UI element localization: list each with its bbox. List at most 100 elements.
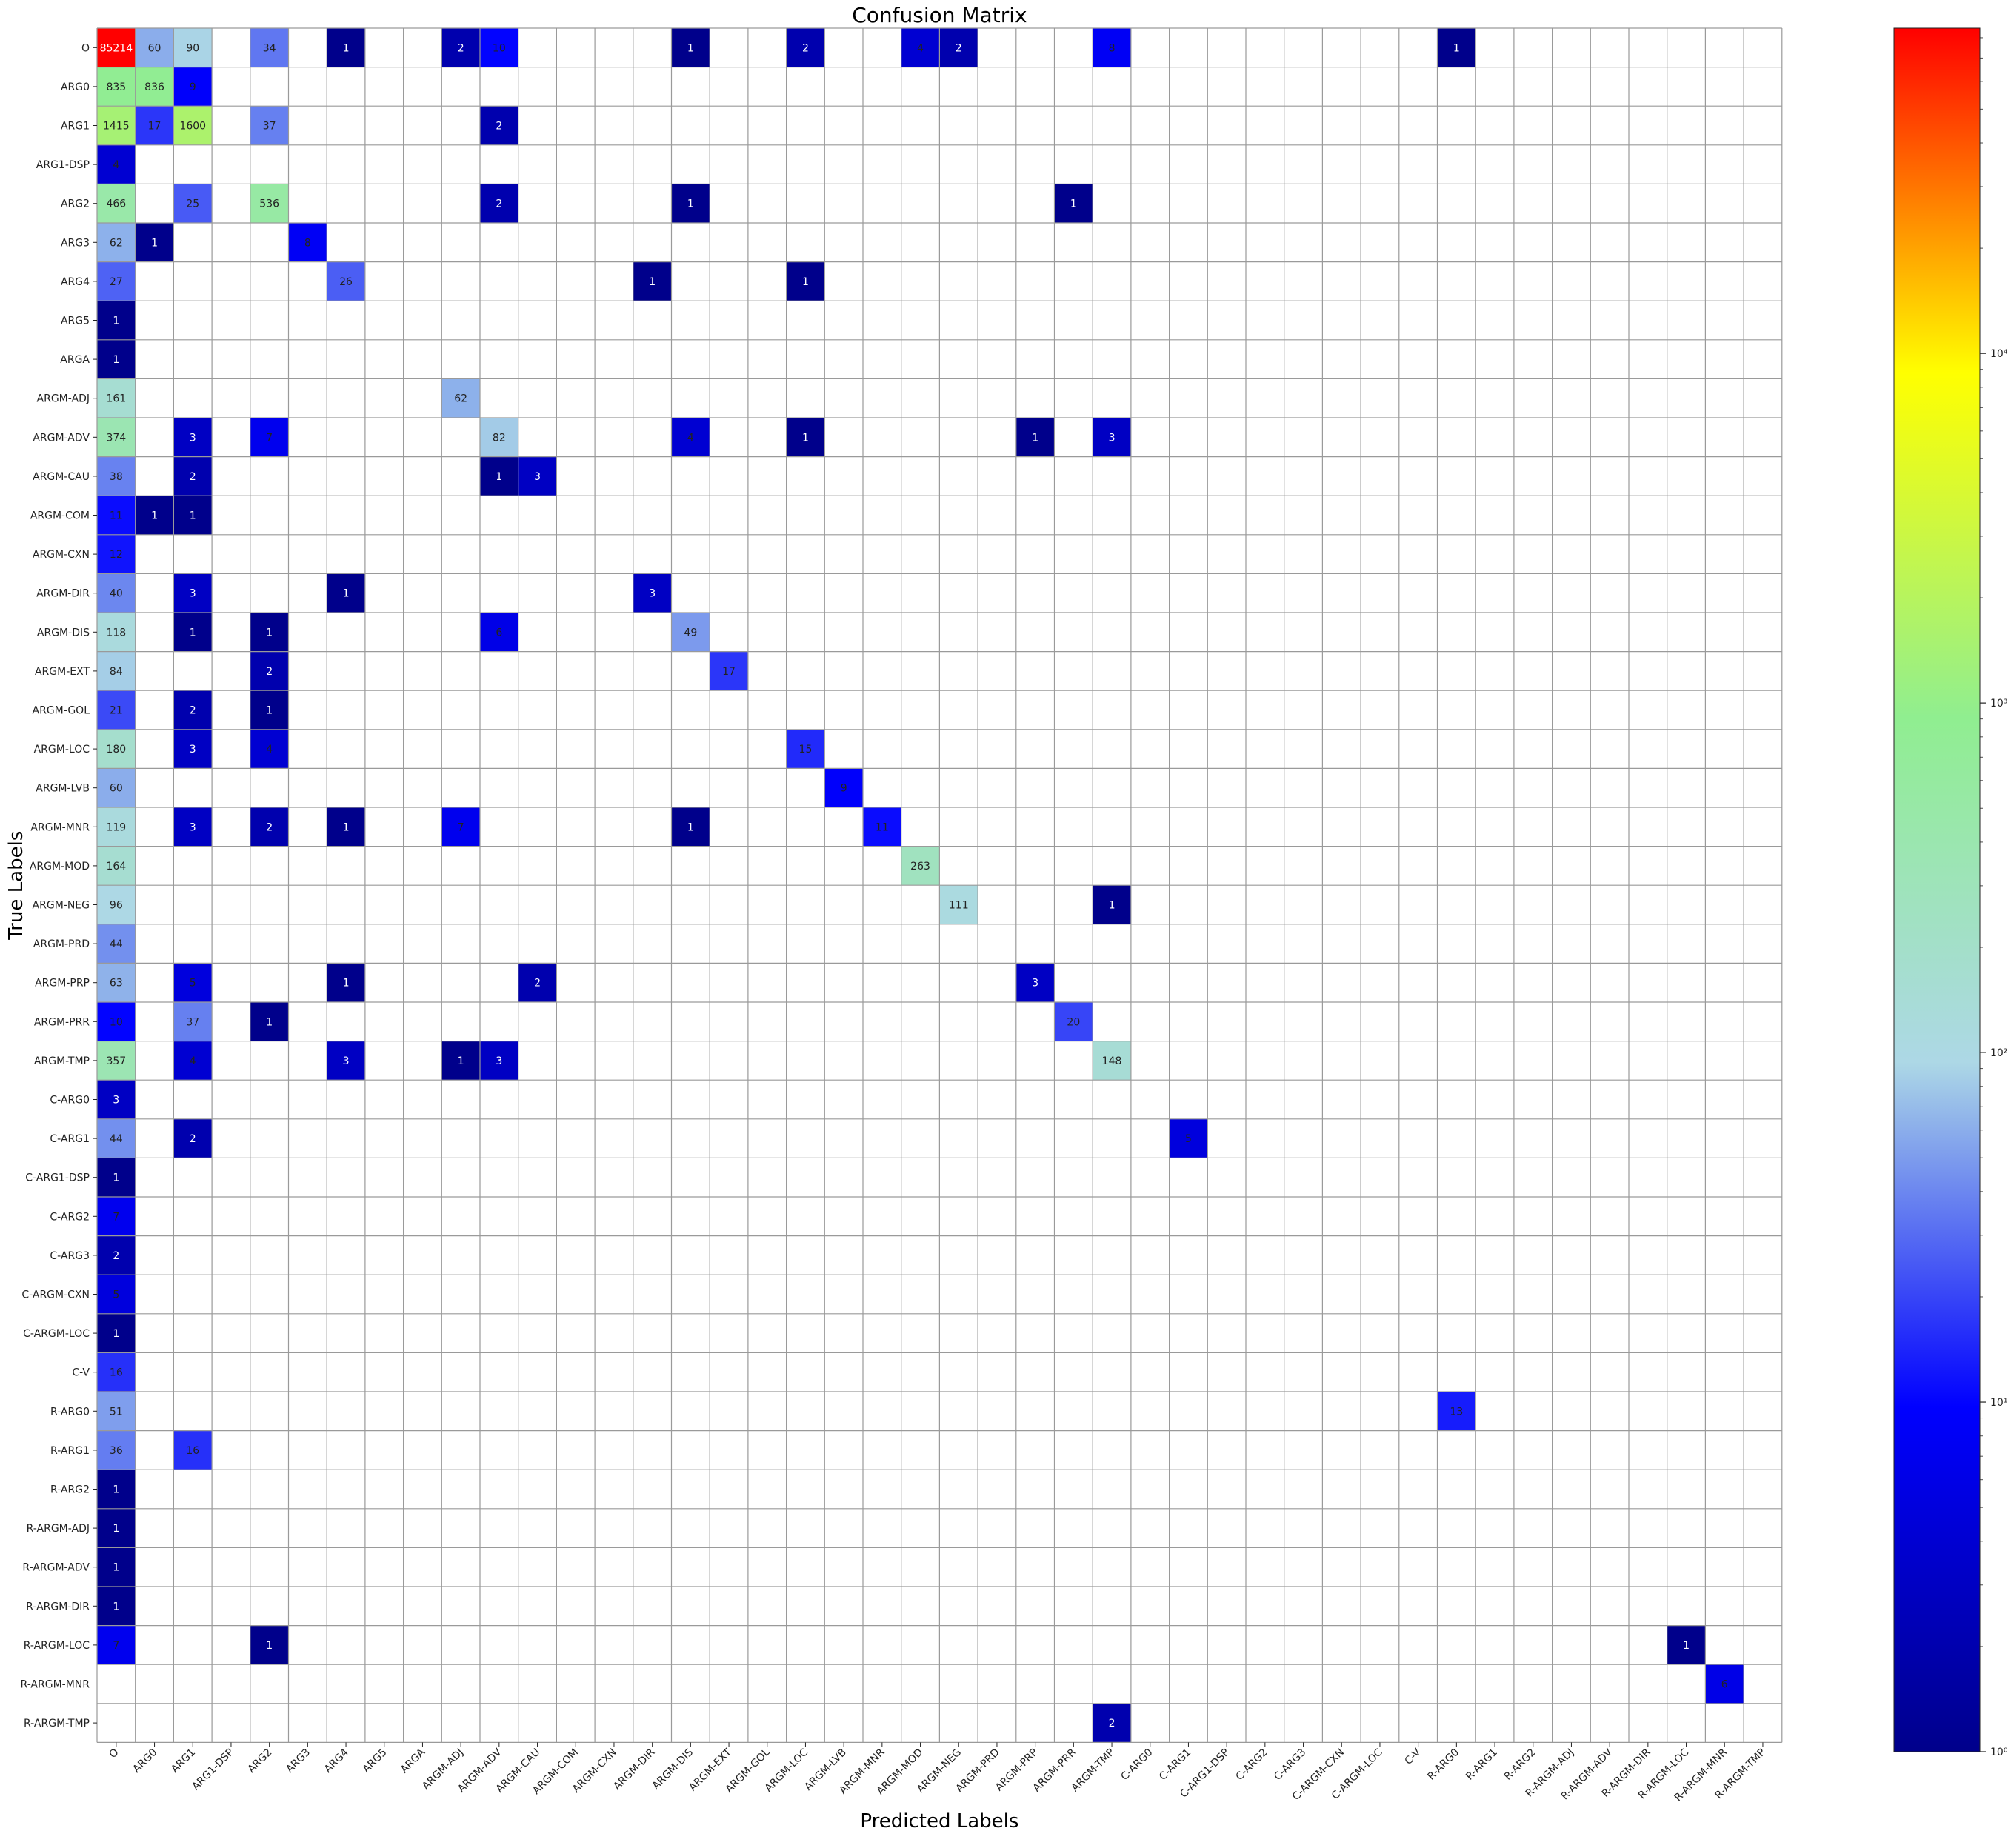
y-tick-label: C-ARG0 — [50, 1095, 90, 1107]
cell-value-label: 63 — [110, 978, 123, 990]
heatmap-cell — [480, 456, 518, 496]
heatmap-cell — [1093, 28, 1131, 67]
y-tick-label: ARGM-GOL — [33, 705, 90, 717]
heatmap-cell — [1169, 1118, 1208, 1158]
y-tick-label: R-ARG0 — [50, 1406, 90, 1418]
cell-value-label: 1 — [687, 42, 694, 54]
cell-value-label: 1 — [151, 237, 158, 249]
cell-value-label: 3 — [496, 1055, 502, 1067]
cell-value-label: 1 — [113, 1562, 119, 1574]
cell-value-label: 16 — [110, 1367, 123, 1379]
cell-value-label: 1 — [802, 276, 809, 288]
heatmap-cell — [1437, 28, 1476, 67]
heatmap-cell — [1054, 184, 1093, 223]
y-tick-label: ARGM-PRD — [33, 938, 90, 950]
y-tick-label: ARG0 — [61, 81, 90, 93]
heatmap-cell — [250, 690, 289, 730]
colorbar-tick-label: 10⁰ — [1990, 1747, 2008, 1758]
cell-value-label: 7 — [458, 821, 464, 833]
heatmap-cell — [173, 1430, 213, 1470]
y-tick-label: ARGM-ADV — [33, 432, 90, 444]
y-tick-label: R-ARGM-MNR — [21, 1679, 90, 1691]
heatmap-cell — [250, 418, 289, 457]
heatmap-cell — [97, 106, 136, 145]
x-axis-label: Predicted Labels — [860, 1810, 1018, 1832]
cell-value-label: 1 — [113, 1601, 119, 1612]
heatmap-cell — [1093, 418, 1131, 457]
heatmap-cell — [1093, 1703, 1131, 1743]
heatmap-cell — [97, 1158, 136, 1197]
y-tick-label: ARGM-CAU — [33, 471, 90, 483]
y-tick-label: ARG1 — [61, 121, 90, 133]
x-tick-label: ARG1-DSP — [190, 1747, 236, 1792]
heatmap-cell — [939, 885, 978, 924]
y-tick-label: ARGM-TMP — [34, 1055, 90, 1067]
heatmap-cell — [97, 261, 136, 301]
x-tick-label: ARG0 — [130, 1747, 159, 1775]
cell-value-label: 16 — [186, 1445, 199, 1457]
cell-value-label: 2 — [190, 471, 196, 483]
heatmap-cell — [250, 184, 289, 223]
heatmap-cell — [786, 28, 825, 67]
cell-value-label: 2 — [496, 121, 502, 133]
cell-value-label: 13 — [1450, 1406, 1463, 1418]
cell-value-label: 1 — [649, 276, 656, 288]
heatmap-cell — [97, 1080, 136, 1119]
heatmap-cell — [518, 456, 557, 496]
heatmap-cell — [173, 184, 213, 223]
cell-value-label: 4 — [917, 42, 924, 54]
cell-value-label: 1 — [266, 1640, 273, 1652]
cell-value-label: 82 — [493, 432, 506, 444]
heatmap-cell — [97, 67, 136, 107]
cell-value-label: 15 — [799, 744, 813, 755]
heatmap-cell — [97, 846, 136, 886]
heatmap-cell — [97, 1470, 136, 1509]
cell-value-label: 1 — [113, 1523, 119, 1535]
cell-value-label: 20 — [1067, 1016, 1080, 1028]
cell-value-label: 1 — [190, 510, 196, 522]
heatmap-cell — [1667, 1625, 1706, 1665]
heatmap-cell — [97, 573, 136, 613]
heatmap-cell — [824, 768, 863, 807]
x-tick-label: O — [107, 1747, 121, 1761]
heatmap-cells — [97, 28, 1744, 1743]
heatmap-cell — [97, 768, 136, 807]
cell-value-label: 6 — [496, 627, 502, 638]
cell-value-label: 17 — [148, 121, 161, 133]
cell-value-label: 4 — [687, 432, 694, 444]
cell-value-label: 25 — [186, 199, 199, 210]
cell-value-label: 1 — [266, 705, 273, 717]
y-tick-label: ARGM-LOC — [34, 744, 90, 755]
y-tick-label: C-ARG2 — [50, 1211, 90, 1223]
cell-value-label: 2 — [113, 1250, 119, 1262]
x-tick-label: ARG5 — [361, 1747, 390, 1775]
y-tick-label: ARG2 — [61, 199, 90, 210]
heatmap-cell — [97, 613, 136, 652]
cell-value-label: 12 — [110, 549, 123, 561]
heatmap-cell — [97, 1002, 136, 1041]
cell-value-label: 37 — [186, 1016, 199, 1028]
cell-value-label: 357 — [106, 1055, 126, 1067]
heatmap-cell — [97, 418, 136, 457]
cell-value-label: 3 — [1109, 432, 1115, 444]
cell-value-label: 1600 — [179, 121, 206, 133]
heatmap-cell — [480, 418, 518, 457]
y-tick-label: C-ARGM-LOC — [23, 1328, 90, 1340]
cell-value-label: 1 — [113, 354, 119, 366]
heatmap-cell — [97, 534, 136, 574]
heatmap-cell — [710, 651, 748, 691]
cell-value-label: 1 — [113, 1328, 119, 1340]
heatmap-cell — [97, 1041, 136, 1081]
heatmap-cell — [97, 339, 136, 379]
heatmap-cell — [97, 184, 136, 223]
cell-value-label: 536 — [259, 199, 279, 210]
cell-value-label: 62 — [454, 393, 467, 405]
cell-value-label: 1 — [687, 199, 694, 210]
heatmap-cell — [441, 378, 480, 418]
cell-value-label: 84 — [110, 666, 123, 678]
heatmap-cell — [173, 690, 213, 730]
heatmap-cell — [97, 690, 136, 730]
cell-value-label: 164 — [106, 861, 126, 873]
